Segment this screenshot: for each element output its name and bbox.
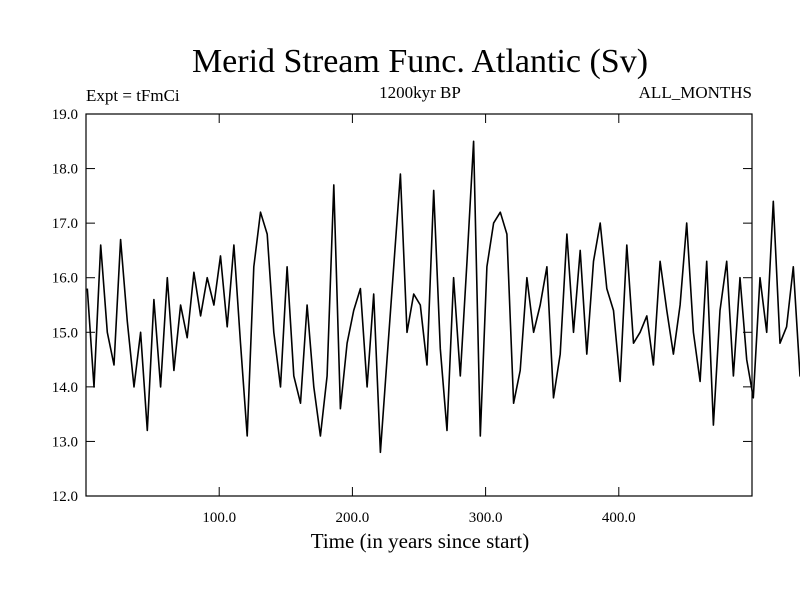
y-axis: 12.0 13.0 14.0 15.0 16.0 17.0 18.0 19.0 bbox=[52, 107, 752, 505]
y-tick-label: 15.0 bbox=[52, 325, 78, 341]
x-tick-label: 100.0 bbox=[202, 510, 236, 526]
x-tick-label: 300.0 bbox=[469, 510, 503, 526]
experiment-label: Expt = tFmCi bbox=[86, 86, 180, 105]
plot-frame bbox=[85, 113, 753, 497]
y-tick-label: 12.0 bbox=[52, 489, 78, 505]
x-axis-label: Time (in years since start) bbox=[311, 529, 530, 553]
series-line bbox=[86, 140, 800, 454]
period-label: ALL_MONTHS bbox=[639, 83, 752, 102]
x-tick-label: 400.0 bbox=[602, 510, 636, 526]
y-tick-label: 13.0 bbox=[52, 434, 78, 450]
chart-title: Merid Stream Func. Atlantic (Sv) bbox=[192, 43, 648, 80]
y-tick-label: 14.0 bbox=[52, 380, 78, 396]
x-axis: 100.0 200.0 300.0 400.0 bbox=[202, 114, 636, 526]
x-tick-label: 200.0 bbox=[336, 510, 370, 526]
y-tick-label: 17.0 bbox=[52, 216, 78, 232]
chart-subtitle: 1200kyr BP bbox=[379, 83, 461, 102]
y-tick-label: 18.0 bbox=[52, 162, 78, 178]
y-tick-label: 16.0 bbox=[52, 271, 78, 287]
y-tick-label: 19.0 bbox=[52, 107, 78, 123]
